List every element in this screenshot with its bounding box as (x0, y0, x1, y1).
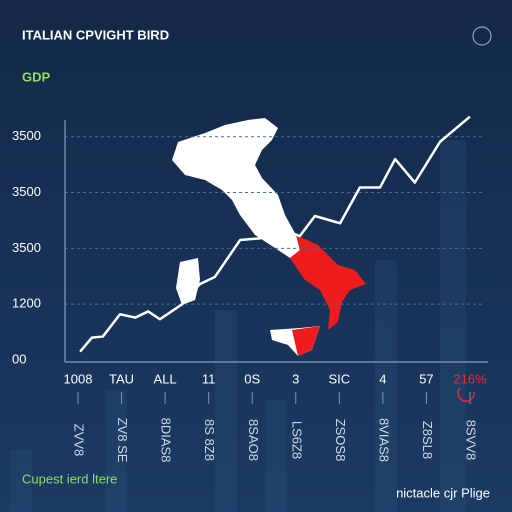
x-tick-label: 1008 (64, 371, 93, 386)
y-tick-label: 00 (12, 351, 26, 366)
rotated-label: 8VIAS8 (376, 418, 391, 462)
highlight-arc (457, 387, 475, 402)
rotated-label: ZSOS8 (333, 419, 348, 462)
x-tick-label: 57 (419, 371, 433, 386)
rotated-label: 8SVV8 (464, 420, 479, 460)
menu-icon[interactable] (472, 26, 492, 46)
y-tick-label: 3500 (12, 240, 41, 255)
rotated-label: 8DIAS8 (159, 418, 174, 463)
line (79, 115, 471, 353)
rotated-label: LS6Z8 (289, 421, 304, 459)
chart-subtitle: GDP (22, 69, 51, 84)
rotated-label: 8SAO8 (246, 419, 261, 461)
x-tick-label: SIC (328, 371, 350, 386)
x-tick-label: 11 (202, 371, 216, 386)
x-tick-label: 216% (453, 371, 487, 386)
x-tick-label: TAU (109, 371, 134, 386)
italy-map (172, 118, 366, 356)
rotated-label: Z8SL8 (420, 421, 435, 459)
y-tick-label: 1200 (12, 296, 41, 311)
footer-right: nictacle cjr Plige (396, 485, 490, 500)
rotated-label: ZVV8 (72, 424, 87, 457)
x-tick-label: 3 (292, 371, 299, 386)
rotated-label: ZV8 SE (115, 418, 130, 463)
x-tick-label: 0S (244, 371, 260, 386)
footer-left: Cupest ierd ltere (22, 471, 117, 486)
y-tick-label: 3500 (12, 184, 41, 199)
x-tick-label: ALL (154, 371, 177, 386)
chart-title: ITALIAN CPVIGHT BIRD (22, 27, 169, 42)
y-tick-label: 3500 (12, 128, 41, 143)
background-bars (10, 140, 466, 512)
x-tick-label: 4 (379, 371, 386, 386)
rotated-label: 8S 8Z8 (202, 419, 217, 461)
